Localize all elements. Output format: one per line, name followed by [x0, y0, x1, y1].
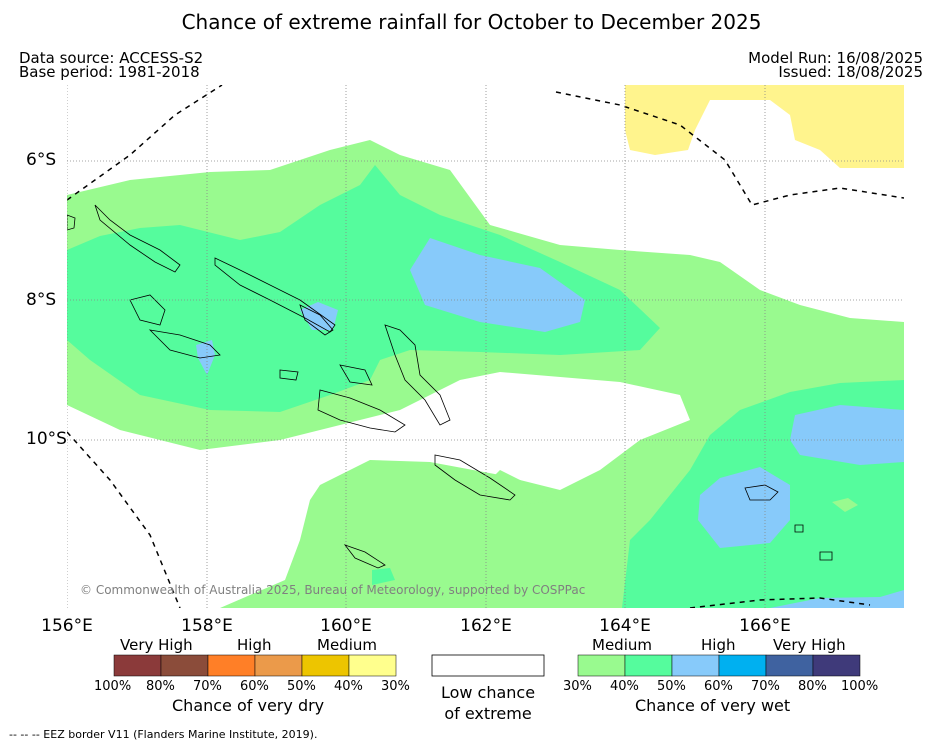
graticule	[67, 85, 904, 608]
eez-border-sw	[67, 431, 181, 608]
wet-swatch	[765, 654, 814, 677]
copyright-note: © Commonwealth of Australia 2025, Bureau…	[80, 583, 586, 597]
wet-tick: 70%	[751, 679, 780, 694]
low-chance-caption-1: Low chance	[440, 683, 536, 702]
lon-label-160e: 160°E	[320, 616, 372, 636]
wet-swatch	[577, 654, 626, 677]
dry-tick: 30%	[381, 679, 410, 694]
wet-tick: 40%	[610, 679, 639, 694]
dry-category-medium: Medium	[317, 636, 377, 654]
dry-category-high: High	[237, 636, 272, 654]
dry-legend-caption: Chance of very dry	[172, 696, 325, 715]
dry-swatch	[254, 654, 303, 677]
wet-legend-caption: Chance of very wet	[635, 696, 791, 715]
wet-category-very-high: Very High	[773, 636, 846, 654]
base-period-label: Base period: 1981-2018	[19, 63, 200, 81]
island-santa-isabel	[299, 304, 334, 336]
eez-border-ne	[555, 91, 904, 206]
wet-swatch	[671, 654, 720, 677]
eez-border-se	[689, 597, 871, 608]
dry-tick: 70%	[193, 679, 222, 694]
region-wet-high-se	[698, 467, 790, 548]
wet-swatch	[624, 654, 673, 677]
dry-tick: 100%	[94, 679, 132, 694]
wet-swatch	[718, 654, 767, 677]
model-run-label: Model Run: 16/08/2025	[748, 49, 923, 67]
lon-label-162e: 162°E	[460, 616, 512, 636]
dry-tick: 40%	[334, 679, 363, 694]
region-dry-medium	[625, 85, 904, 168]
dry-swatch	[207, 654, 256, 677]
dry-swatch	[160, 654, 209, 677]
lon-label-156e: 156°E	[41, 616, 93, 636]
island-guadalcanal	[317, 389, 406, 433]
lat-label-8s: 8°S	[26, 290, 57, 310]
wet-tick: 60%	[704, 679, 733, 694]
low-chance-caption-2: of extreme	[444, 704, 532, 723]
island-new-georgia	[129, 294, 166, 326]
wet-tick: 30%	[563, 679, 592, 694]
lat-label-6s: 6°S	[26, 150, 57, 170]
dry-category-very-high: Very High	[120, 636, 193, 654]
dry-legend-bar	[113, 654, 397, 677]
lon-label-164e: 164°E	[599, 616, 651, 636]
eez-footer-note: -- -- -- EEZ border V11 (Flanders Marine…	[9, 728, 318, 741]
wet-tick: 100%	[841, 679, 879, 694]
dry-tick: 50%	[287, 679, 316, 694]
lat-label-10s: 10°S	[26, 429, 67, 449]
wet-category-medium: Medium	[592, 636, 652, 654]
region-wet-high-east	[790, 405, 904, 465]
data-source-label: Data source: ACCESS-S2	[19, 49, 204, 67]
low-chance-swatch	[431, 654, 545, 677]
dry-swatch	[301, 654, 350, 677]
island-malaita	[384, 324, 451, 426]
region-wet-high-north	[410, 238, 585, 332]
lon-label-158e: 158°E	[181, 616, 233, 636]
dry-tick: 60%	[240, 679, 269, 694]
dry-swatch	[113, 654, 162, 677]
wet-swatch	[812, 654, 861, 677]
issued-label: Issued: 18/08/2025	[778, 63, 923, 81]
wet-legend-bar	[577, 654, 861, 677]
island-bougainville	[94, 204, 181, 273]
wet-tick: 50%	[657, 679, 686, 694]
dry-tick: 80%	[146, 679, 175, 694]
map-title: Chance of extreme rainfall for October t…	[181, 10, 762, 34]
island-makira	[434, 454, 516, 501]
lon-label-166e: 166°E	[739, 616, 791, 636]
wet-category-high: High	[701, 636, 736, 654]
wet-tick: 80%	[798, 679, 827, 694]
dry-swatch	[348, 654, 397, 677]
island-santa-cruz	[744, 484, 779, 501]
